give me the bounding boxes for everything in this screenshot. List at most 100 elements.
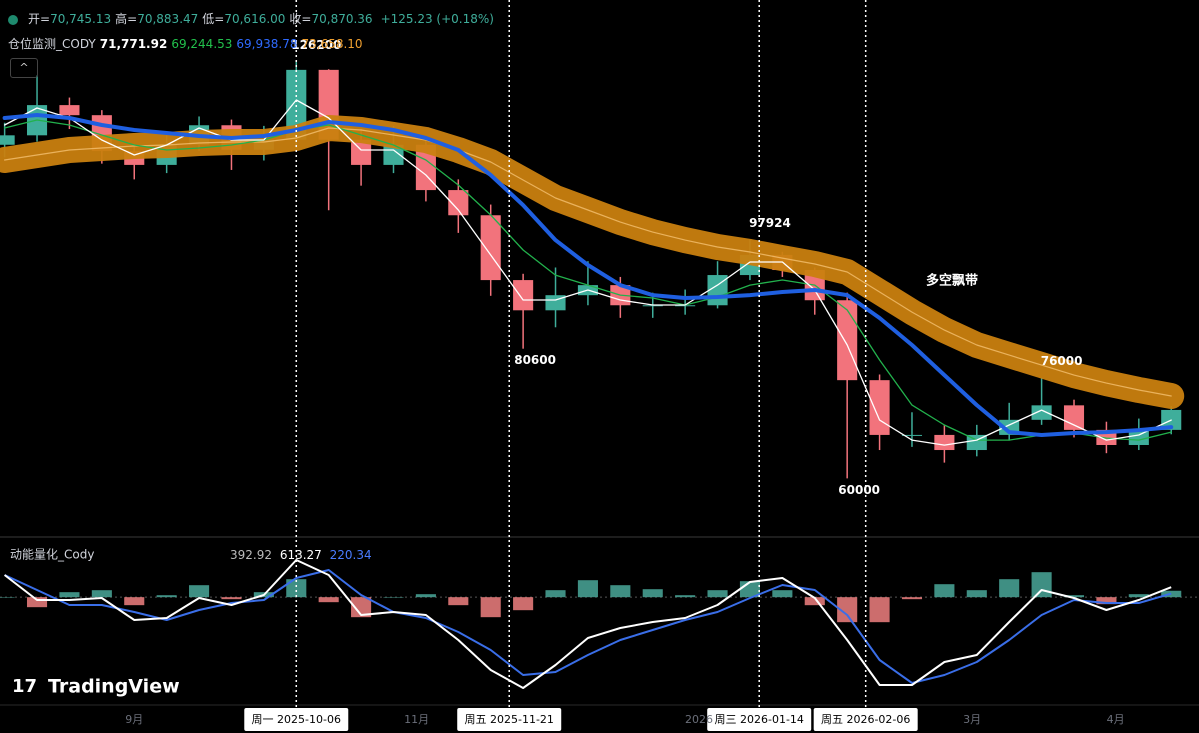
watermark-text: TradingView bbox=[48, 676, 180, 698]
histogram-bar bbox=[286, 579, 307, 598]
histogram-bar bbox=[577, 580, 598, 598]
indicator-name: 仓位监测_CODY bbox=[8, 37, 96, 51]
histogram-bar bbox=[480, 597, 501, 618]
ribbon-center bbox=[3, 127, 1172, 397]
histogram-bar bbox=[383, 597, 404, 598]
histogram-bar bbox=[26, 597, 48, 608]
dea-line bbox=[4, 569, 1172, 684]
histogram-bar bbox=[675, 595, 696, 598]
histogram-bar bbox=[934, 584, 955, 598]
candle-body bbox=[1031, 405, 1052, 420]
candle-body bbox=[966, 434, 987, 451]
date-label: 周一 2025-10-06 bbox=[252, 713, 341, 726]
candle-body bbox=[415, 144, 436, 191]
annotations: 126200 80600 97924 60000 76000 bbox=[291, 38, 1082, 497]
hist-value: 392.92 bbox=[230, 548, 272, 562]
ohlc-label: 高= bbox=[115, 12, 138, 26]
watermark: 17 TradingView bbox=[12, 676, 180, 698]
price-annotation: 80600 bbox=[514, 353, 556, 367]
ohlc-header: 开=70,745.13 高=70,883.47 低=70,616.00 收=70,87… bbox=[8, 10, 498, 27]
ma-line bbox=[2, 113, 1174, 437]
histogram-bar bbox=[901, 597, 923, 600]
histogram-bar bbox=[1063, 595, 1085, 598]
histogram-bar bbox=[59, 592, 80, 598]
candle-body bbox=[901, 434, 923, 436]
histogram-bar bbox=[966, 590, 987, 598]
candle-body bbox=[837, 300, 858, 381]
candle-body bbox=[480, 215, 501, 281]
histogram-bar bbox=[804, 597, 825, 606]
candle-body bbox=[869, 380, 890, 435]
date-label: 周三 2026-01-14 bbox=[714, 713, 803, 726]
price-annotation: 97924 bbox=[749, 216, 791, 230]
histogram-bar bbox=[91, 590, 112, 598]
macd-title: 动能量化_Cody bbox=[10, 548, 94, 562]
histogram-bar bbox=[707, 590, 728, 598]
x-tick-label: 2026 bbox=[685, 713, 713, 726]
price-annotation: 126200 bbox=[291, 38, 341, 52]
histogram-bar bbox=[513, 597, 534, 611]
indicator-value: 69,938.78 bbox=[236, 37, 298, 51]
histogram-bar bbox=[124, 597, 145, 606]
histogram-bar bbox=[837, 597, 858, 623]
histogram-bar bbox=[999, 579, 1020, 598]
band-label: 多空飘带 bbox=[926, 273, 978, 289]
candle-body bbox=[675, 305, 696, 307]
indicator-header: 仓位监测_CODY 71,771.92 69,244.53 69,938.78 73,6… bbox=[8, 35, 371, 52]
price-annotation: 76000 bbox=[1041, 354, 1083, 368]
ohlc-label: 开= bbox=[28, 12, 51, 26]
ohlc-values: 开=70,745.13 高=70,883.47 低=70,616.00 收=70,87… bbox=[28, 12, 377, 26]
date-label: 周五 2025-11-21 bbox=[465, 713, 554, 726]
ribbon bbox=[0, 115, 1185, 409]
candle-body bbox=[934, 434, 955, 451]
macd-values: 392.92 613.27 220.34 bbox=[230, 548, 376, 562]
crosshair-markers: 周一 2025-10-06 周五 2025-11-21 周三 2026-01-14 周… bbox=[244, 0, 918, 731]
ohlc-value: 70,883.47 bbox=[137, 12, 199, 26]
x-tick-label: 4月 bbox=[1107, 713, 1125, 726]
candle-body bbox=[448, 190, 469, 216]
candle-body bbox=[1063, 405, 1085, 430]
candle-body bbox=[286, 69, 307, 140]
ohlc-label: 收= bbox=[289, 12, 312, 26]
dea-value: 220.34 bbox=[329, 548, 372, 562]
date-label-box bbox=[244, 708, 349, 731]
candle-body bbox=[351, 139, 372, 165]
x-tick-label: 3月 bbox=[963, 713, 981, 726]
histogram-bar bbox=[772, 590, 793, 598]
candle-body bbox=[1128, 429, 1149, 445]
histogram-bar bbox=[351, 597, 372, 618]
histogram-bar bbox=[415, 594, 436, 598]
histogram-bar bbox=[156, 595, 177, 598]
dif-line bbox=[3, 559, 1172, 689]
date-label-box bbox=[457, 708, 562, 731]
ohlc-value: 70,745.13 bbox=[50, 12, 112, 26]
dif-value: 613.27 bbox=[279, 548, 322, 562]
date-label-box bbox=[813, 708, 918, 731]
histogram-bar bbox=[318, 597, 339, 603]
histogram-bar bbox=[1096, 597, 1117, 605]
collapse-button[interactable]: ^ bbox=[10, 58, 38, 78]
histogram-bar bbox=[0, 597, 15, 598]
moving-averages bbox=[2, 99, 1174, 446]
histogram-bar bbox=[221, 597, 242, 600]
histogram-bar bbox=[1128, 594, 1149, 598]
histogram-bar bbox=[869, 597, 890, 623]
indicator-value: 73,658.10 bbox=[301, 37, 363, 51]
x-tick-label: 11月 bbox=[404, 713, 429, 726]
histogram-bar bbox=[1031, 572, 1052, 598]
indicator-value: 69,244.53 bbox=[171, 37, 233, 51]
histogram-bar bbox=[545, 590, 566, 598]
candle-body bbox=[642, 305, 663, 307]
momentum-pane bbox=[0, 559, 1199, 689]
symbol-dot bbox=[8, 14, 18, 25]
ohlc-value: 70,616.00 bbox=[224, 12, 286, 26]
date-label-box bbox=[707, 708, 812, 731]
logo-mark: 17 bbox=[12, 676, 37, 697]
change: +125.23 (+0.18%) bbox=[380, 12, 494, 26]
candle-body bbox=[0, 135, 15, 145]
ma-line bbox=[3, 99, 1172, 446]
histogram-bar bbox=[610, 585, 631, 598]
histogram-bar bbox=[642, 589, 663, 598]
